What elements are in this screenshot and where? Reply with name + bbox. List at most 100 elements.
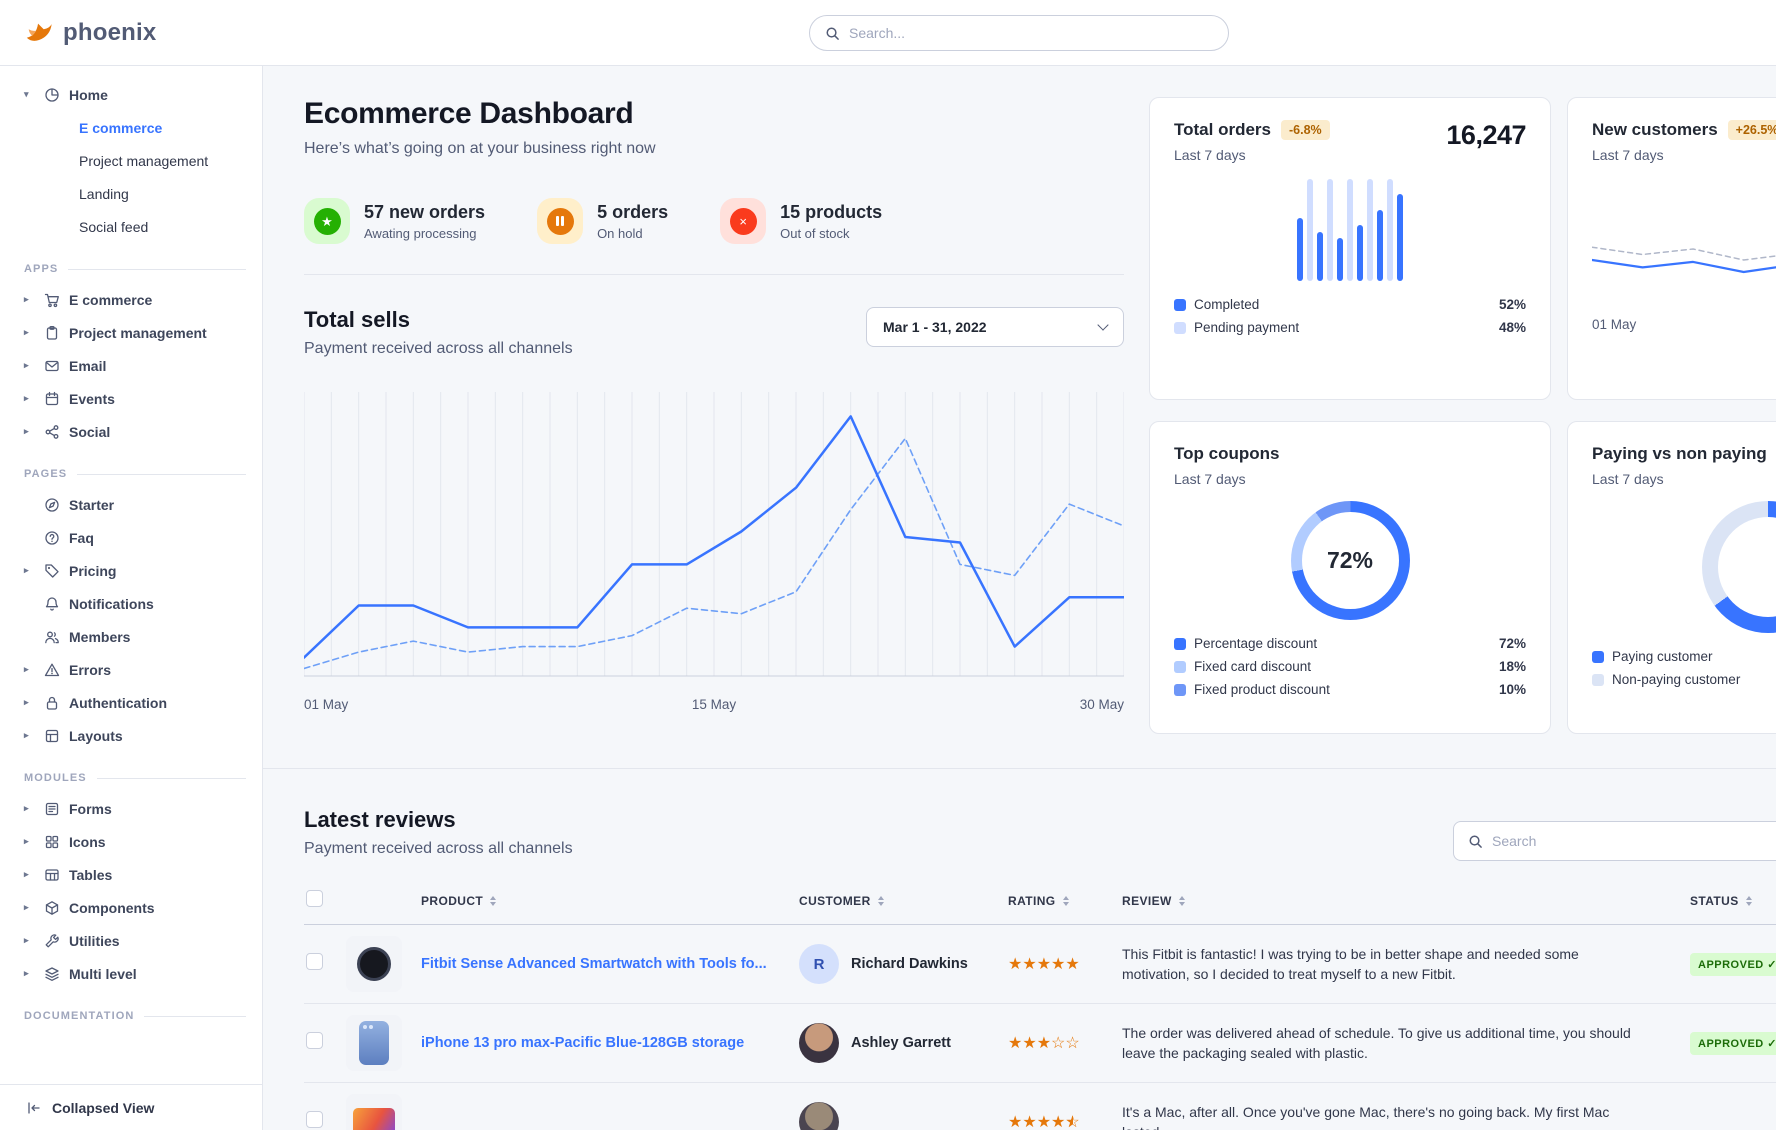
sidebar-item-members[interactable]: Members xyxy=(0,620,262,653)
lock-icon xyxy=(46,696,58,710)
sidebar-item-label: Authentication xyxy=(69,694,167,711)
stat-caption: Awating processing xyxy=(364,225,477,241)
sidebar-item-label: Forms xyxy=(69,800,112,817)
sidebar-item-starter[interactable]: Starter xyxy=(0,488,262,521)
smartwatch-image xyxy=(357,947,391,981)
legend-item-completed: Completed 52% xyxy=(1174,297,1526,312)
reviews-title: Latest reviews xyxy=(304,807,456,832)
stat-value: 5 orders xyxy=(597,201,669,222)
sidebar-item-forms[interactable]: ▸ Forms xyxy=(0,792,262,825)
sort-icon[interactable] xyxy=(1062,896,1069,906)
legend-swatch xyxy=(1592,673,1604,686)
product-link[interactable]: Fitbit Sense Advanced Smartwatch with To… xyxy=(421,956,767,972)
sidebar-item-label: Icons xyxy=(69,833,106,850)
status-badge: APPROVED ✓ xyxy=(1690,1031,1776,1055)
sidebar-item-events[interactable]: ▸ Events xyxy=(0,382,262,415)
sort-icon[interactable] xyxy=(1178,896,1185,906)
reviews-search[interactable] xyxy=(1453,821,1776,861)
sidebar-item-utilities[interactable]: ▸ Utilities xyxy=(0,924,262,957)
sidebar-item-e-commerce[interactable]: ▸ E commerce xyxy=(0,283,262,316)
sidebar-item-faq[interactable]: Faq xyxy=(0,521,262,554)
sidebar-subitem-project-management[interactable]: Project management xyxy=(79,152,209,169)
caret-right-icon: ▸ xyxy=(24,869,29,879)
search-input[interactable] xyxy=(849,25,1213,41)
product-image[interactable] xyxy=(346,1094,402,1130)
sidebar-item-errors[interactable]: ▸ Errors xyxy=(0,653,262,686)
sidebar-item-social[interactable]: ▸ Social xyxy=(0,415,262,448)
sidebar-item-project-management[interactable]: ▸ Project management xyxy=(0,316,262,349)
legend-value: 10% xyxy=(1498,682,1526,697)
box-icon xyxy=(45,900,59,915)
caret-right-icon: ▸ xyxy=(24,730,29,740)
caret-right-icon: ▸ xyxy=(24,803,29,813)
dashboard-top: Ecommerce Dashboard Here’s what’s going … xyxy=(263,66,1776,734)
customer-cell: Ashley Garrett xyxy=(799,1023,1008,1063)
x-axis-label: 01 May xyxy=(304,697,349,712)
x-icon: × xyxy=(720,198,767,244)
sidebar-item-multi-level[interactable]: ▸ Multi level xyxy=(0,957,262,990)
sidebar-item-label: Errors xyxy=(69,661,112,678)
sidebar-item-layouts[interactable]: ▸ Layouts xyxy=(0,719,262,752)
legend-value: 18% xyxy=(1498,659,1526,674)
sidebar-item-authentication[interactable]: ▸ Authentication xyxy=(0,686,262,719)
paying-donut xyxy=(1702,501,1776,633)
brand[interactable]: phoenix xyxy=(24,0,156,66)
product-link[interactable]: iPhone 13 pro max-Pacific Blue-128GB sto… xyxy=(421,1035,745,1051)
warning-icon xyxy=(44,663,60,676)
sidebar-subitem-social-feed[interactable]: Social feed xyxy=(79,218,149,235)
sidebar-subitem-landing[interactable]: Landing xyxy=(79,185,129,202)
pause-icon xyxy=(537,198,584,244)
share-icon xyxy=(45,424,59,439)
table-header-row: PRODUCT CUSTOMER RATING REVIEW STATUS xyxy=(304,878,1776,925)
sidebar-item-email[interactable]: ▸ Email xyxy=(0,349,262,382)
sidebar-item-label: Pricing xyxy=(69,562,117,579)
column-header-customer[interactable]: CUSTOMER xyxy=(799,894,1008,908)
star-filled-icon: ★ xyxy=(1022,1114,1037,1130)
top-coupons-center-value: 72% xyxy=(1326,547,1374,573)
global-search[interactable] xyxy=(809,15,1229,51)
sidebar-item-icons[interactable]: ▸ Icons xyxy=(0,825,262,858)
row-checkbox[interactable] xyxy=(306,1032,323,1049)
collapsed-view-toggle[interactable]: Collapsed View xyxy=(0,1084,262,1130)
paying-card: Paying vs non paying Last 7 days Paying … xyxy=(1567,421,1776,734)
sidebar-item-tables[interactable]: ▸ Tables xyxy=(0,858,262,891)
sort-icon[interactable] xyxy=(1745,896,1752,906)
product-image[interactable] xyxy=(346,1015,402,1071)
product-image[interactable] xyxy=(346,936,402,992)
legend-value: 52% xyxy=(1498,297,1526,312)
review-text: The order was delivered ahead of schedul… xyxy=(1122,1024,1631,1061)
star-empty-icon: ☆ xyxy=(1065,1035,1080,1052)
legend-swatch xyxy=(1174,683,1186,696)
row-checkbox[interactable] xyxy=(306,1111,323,1128)
caret-right-icon: ▸ xyxy=(24,426,29,436)
stat-caption: On hold xyxy=(597,225,643,241)
sidebar-item-label: Members xyxy=(69,628,131,645)
customer-cell xyxy=(799,1102,1008,1130)
select-all-checkbox[interactable] xyxy=(306,890,323,907)
sidebar-item-pricing[interactable]: ▸ Pricing xyxy=(0,554,262,587)
question-icon xyxy=(45,530,59,545)
paying-legend: Paying customer Non-paying customer xyxy=(1592,649,1776,687)
sidebar-item-notifications[interactable]: Notifications xyxy=(0,587,262,620)
column-header-rating[interactable]: RATING xyxy=(1008,894,1122,908)
stats-row: ★ 57 new orders Awating processing 5 orders… xyxy=(304,198,1124,275)
review-row: iPhone 13 pro max-Pacific Blue-128GB sto… xyxy=(304,1004,1776,1083)
column-header-review[interactable]: REVIEW xyxy=(1122,894,1690,908)
sidebar-item-components[interactable]: ▸ Components xyxy=(0,891,262,924)
column-header-status[interactable]: STATUS xyxy=(1690,894,1776,908)
reviews-search-input[interactable] xyxy=(1492,833,1776,849)
sort-icon[interactable] xyxy=(490,896,497,906)
row-checkbox[interactable] xyxy=(306,953,323,970)
page-subtitle: Here’s what’s going on at your business … xyxy=(304,140,656,157)
date-range-select[interactable]: Mar 1 - 31, 2022 xyxy=(866,307,1124,347)
sidebar-item-label: Social xyxy=(69,423,111,440)
collapsed-view-label: Collapsed View xyxy=(52,1099,155,1116)
total-sells-x-axis: 01 May 15 May 30 May xyxy=(304,697,1124,712)
sidebar-subitem-e-commerce[interactable]: E commerce xyxy=(79,119,163,136)
order-bar xyxy=(1327,179,1333,281)
column-header-product[interactable]: PRODUCT xyxy=(421,894,799,908)
order-bar xyxy=(1337,238,1343,281)
latest-reviews-section: Latest reviews Payment received across a… xyxy=(263,769,1776,1130)
sort-icon[interactable] xyxy=(877,896,884,906)
sidebar-item-home[interactable]: ▾ Home xyxy=(0,78,262,111)
